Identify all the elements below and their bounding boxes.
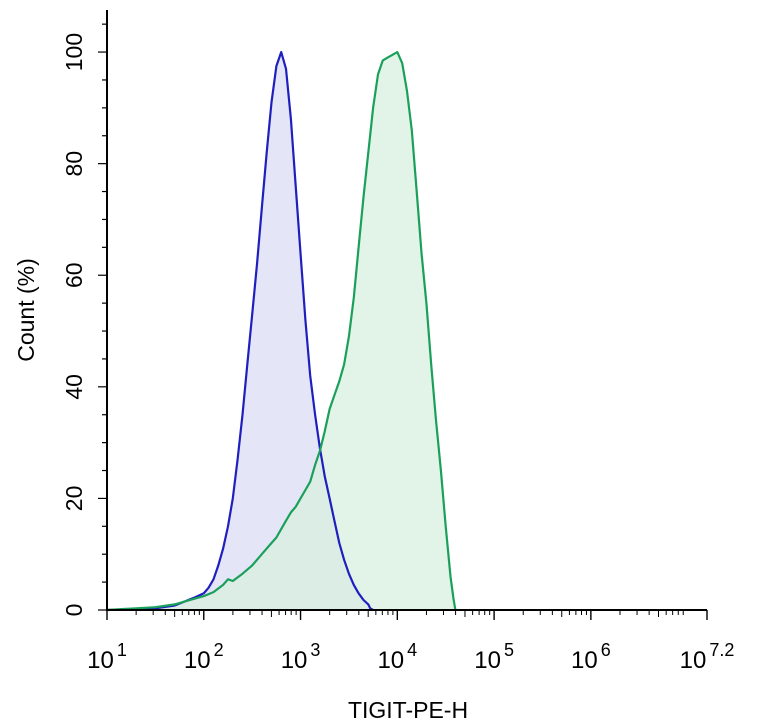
x-axis-label: TIGIT-PE-H xyxy=(348,697,468,723)
histogram-line-2 xyxy=(106,50,457,612)
y-tick-label: 60 xyxy=(61,262,87,288)
y-tick-label: 80 xyxy=(61,151,87,177)
histogram-line-1 xyxy=(106,50,374,612)
x-tick-label: 10 1 xyxy=(87,640,127,674)
y-tick-label: 20 xyxy=(61,486,87,512)
axis-layer: 0 20 40 60 80 100 10 1 10 2 10 3 10 4 10 5 10 6 10 7.2 xyxy=(61,10,734,674)
y-tick-label: 40 xyxy=(61,374,87,400)
x-tick-label: 10 5 xyxy=(474,640,514,674)
y-axis-label: Count (%) xyxy=(13,258,39,362)
y-tick-label: 0 xyxy=(61,604,87,617)
histogram-fill-1 xyxy=(107,52,374,611)
histogram-fill-2 xyxy=(107,52,456,611)
x-tick-label: 10 6 xyxy=(571,640,611,674)
x-tick-label: 10 7.2 xyxy=(680,640,735,674)
x-tick-label: 10 2 xyxy=(184,640,224,674)
x-tick-label: 10 3 xyxy=(281,640,321,674)
series-layer xyxy=(106,50,457,612)
x-tick-label: 10 4 xyxy=(377,640,417,674)
y-tick-label: 100 xyxy=(61,33,87,71)
